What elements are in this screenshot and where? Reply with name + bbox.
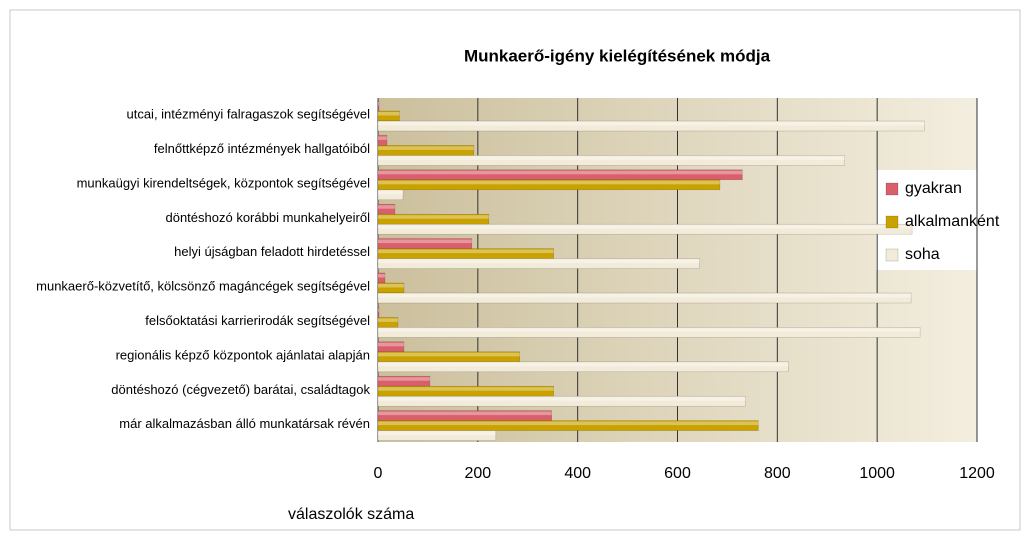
- bar-highlight: [378, 249, 554, 254]
- x-tick-label: 800: [764, 465, 791, 482]
- bar-highlight: [378, 294, 912, 298]
- bar-highlight: [378, 156, 845, 160]
- y-tick-label: már alkalmazásban álló munkatársak révén: [119, 416, 370, 431]
- bar-highlight: [378, 387, 554, 391]
- bar-highlight: [378, 362, 789, 367]
- bar-highlight: [378, 421, 759, 426]
- y-tick-label: helyi újságban feladott hirdetéssel: [174, 244, 370, 259]
- bar-highlight: [378, 397, 746, 401]
- bar-highlight: [378, 308, 379, 312]
- bar-highlight: [378, 342, 404, 347]
- bar: [377, 430, 497, 441]
- bar: [377, 292, 912, 304]
- chart-title: Munkaerő-igény kielégítésének módja: [464, 46, 771, 65]
- legend-swatch: [885, 248, 899, 262]
- legend-label: alkalmanként: [905, 213, 1000, 230]
- legend-label: soha: [905, 246, 940, 263]
- y-tick-label: utcai, intézményi falragaszok segítségév…: [126, 107, 370, 122]
- bar: [377, 179, 721, 191]
- bar-highlight: [378, 274, 385, 278]
- legend-swatch: [885, 215, 899, 229]
- bar: [377, 361, 789, 373]
- bar: [377, 120, 925, 132]
- bar-highlight: [378, 112, 400, 116]
- bar-highlight: [378, 352, 520, 357]
- bar: [377, 327, 921, 338]
- bar: [377, 155, 845, 166]
- y-tick-label: munkaerő-közvetítő, kölcsönző magáncégek…: [36, 279, 370, 294]
- bar-highlight: [378, 190, 403, 195]
- y-tick-label: felsőoktatási karrierirodák segítségével: [145, 313, 370, 328]
- y-tick-label: döntéshozó korábbi munkahelyeiről: [165, 210, 370, 225]
- bar-highlight: [378, 136, 387, 140]
- bar-highlight: [378, 205, 395, 209]
- bar-highlight: [378, 284, 404, 288]
- x-tick-label: 0: [374, 465, 383, 482]
- bar: [377, 420, 759, 431]
- bar-highlight: [378, 411, 552, 416]
- bar-highlight: [378, 122, 925, 126]
- legend-swatch: [885, 182, 899, 196]
- x-tick-label: 600: [664, 465, 691, 482]
- bar-highlight: [378, 239, 472, 244]
- x-tick-label: 1200: [959, 465, 995, 482]
- bar: [377, 395, 746, 407]
- bar-highlight: [378, 215, 489, 219]
- y-tick-label: felnőttképző intézmények hallgatóiból: [154, 141, 370, 156]
- bar-highlight: [378, 318, 398, 322]
- y-tick-label: döntéshozó (cégvezető) barátai, családta…: [111, 382, 370, 397]
- legend-label: gyakran: [905, 180, 962, 197]
- bar-highlight: [378, 225, 913, 229]
- bar-highlight: [378, 431, 496, 436]
- bar: [377, 189, 404, 201]
- y-tick-label: regionális képző központok ajánlatai ala…: [116, 347, 370, 362]
- bar-highlight: [378, 170, 743, 175]
- bar-highlight: [378, 377, 430, 381]
- x-tick-label: 1000: [859, 465, 895, 482]
- bar-highlight: [378, 259, 700, 264]
- bar-highlight: [378, 328, 921, 332]
- bar: [377, 223, 913, 235]
- bar: [377, 258, 700, 269]
- bar-highlight: [378, 102, 379, 106]
- x-axis-label: válaszolók száma: [288, 506, 414, 523]
- bar-highlight: [378, 180, 720, 185]
- x-tick-label: 400: [564, 465, 591, 482]
- x-tick-label: 200: [464, 465, 491, 482]
- bar-highlight: [378, 146, 474, 150]
- y-tick-label: munkaügyi kirendeltségek, központok segí…: [77, 175, 371, 190]
